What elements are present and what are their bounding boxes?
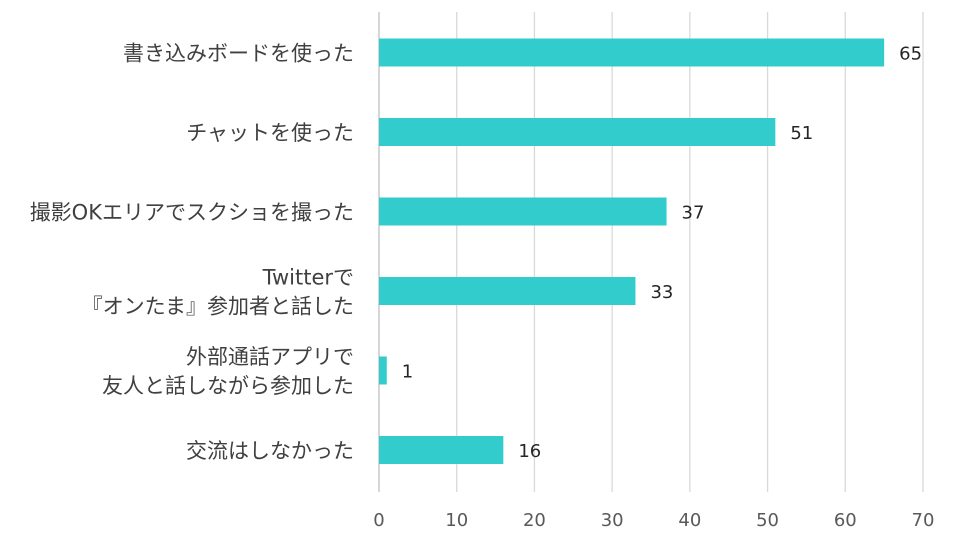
x-tick-label: 50 xyxy=(756,510,779,531)
bar xyxy=(379,197,667,226)
category-label: 書き込みボードを使った xyxy=(123,42,354,66)
category-label: Twitterで xyxy=(262,266,354,290)
data-label: 51 xyxy=(790,123,813,144)
x-tick-label: 0 xyxy=(373,510,384,531)
x-tick-label: 30 xyxy=(601,510,624,531)
category-label: 外部通話アプリで xyxy=(186,345,354,369)
category-label: 友人と話しながら参加した xyxy=(102,374,354,398)
bar xyxy=(379,436,504,464)
category-label: チャットを使った xyxy=(186,121,354,145)
data-label: 16 xyxy=(518,441,541,462)
category-label: 交流はしなかった xyxy=(186,439,354,463)
bar xyxy=(379,38,885,67)
category-label: 撮影OKエリアでスクショを撮った xyxy=(30,201,354,225)
x-tick-label: 10 xyxy=(445,510,468,531)
bars xyxy=(379,38,885,464)
x-tick-label: 70 xyxy=(912,510,935,531)
x-axis-tick-labels: 0 10 20 30 40 50 60 70 xyxy=(373,510,934,531)
data-label: 1 xyxy=(402,362,413,383)
data-label: 33 xyxy=(650,282,673,303)
data-label: 65 xyxy=(899,44,922,65)
bar xyxy=(379,356,387,385)
bar xyxy=(379,277,636,305)
x-tick-label: 40 xyxy=(678,510,701,531)
data-labels: 65 51 37 33 1 16 xyxy=(402,44,922,463)
x-tick-label: 20 xyxy=(523,510,546,531)
category-label: 『オンたま』参加者と話した xyxy=(82,295,354,319)
x-tick-label: 60 xyxy=(834,510,857,531)
data-label: 37 xyxy=(682,203,705,224)
bar xyxy=(379,118,776,146)
gridlines xyxy=(378,12,924,492)
